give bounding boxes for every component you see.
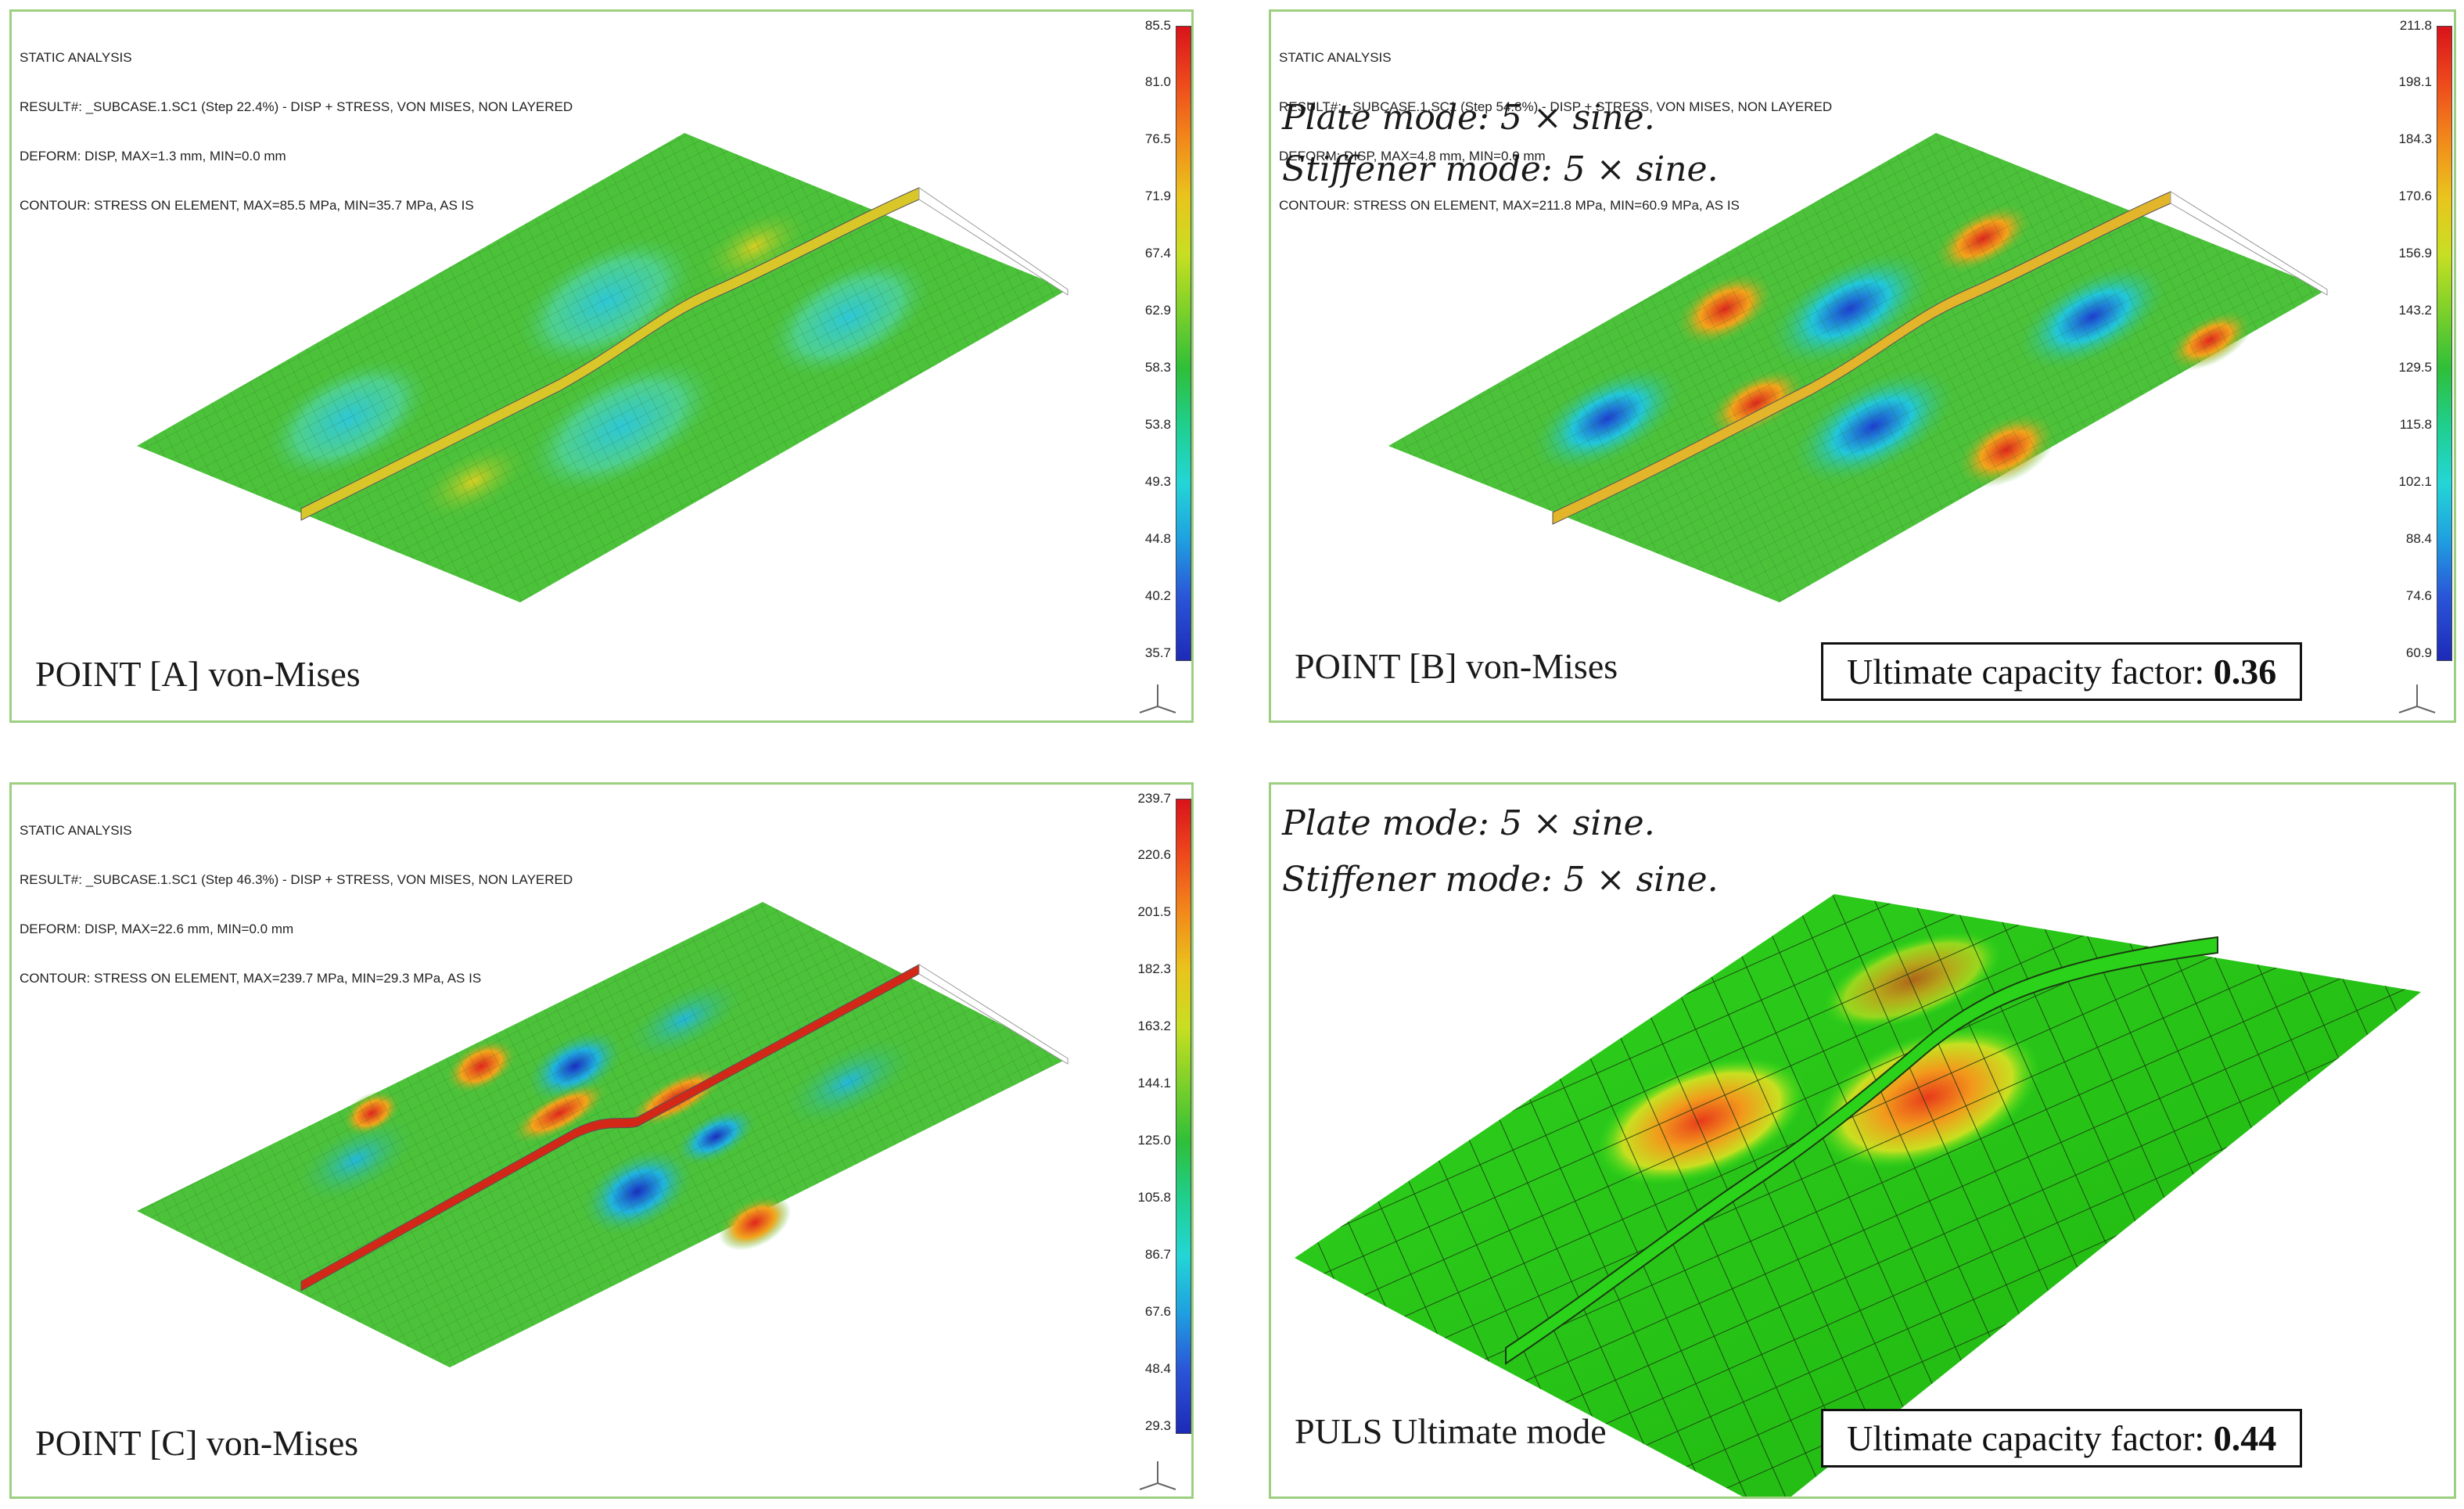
header-line: CONTOUR: STRESS ON ELEMENT, MAX=211.8 MP…: [1279, 198, 1740, 213]
capacity-factor-label: Ultimate capacity factor:: [1847, 1418, 2205, 1458]
axis-triad-icon: [1139, 684, 1176, 713]
capacity-factor-value: 0.36: [2213, 652, 2277, 692]
panel-point-c: STATIC ANALYSIS RESULT#: _SUBCASE.1.SC1 …: [9, 782, 1194, 1499]
fe-plot-b: [1388, 133, 2328, 602]
tick-label: 40.2: [1144, 588, 1171, 603]
capacity-factor-value: 0.44: [2213, 1418, 2277, 1458]
tick-label: 184.3: [2398, 131, 2432, 146]
tick-label: 182.3: [1137, 961, 1171, 976]
point-label: POINT [B] von-Mises: [1295, 646, 1618, 686]
tick-label: 220.6: [1137, 847, 1171, 862]
fe-plot-c: [137, 902, 1069, 1367]
tick-label: 86.7: [1144, 1247, 1171, 1262]
header-line: RESULT#: _SUBCASE.1.SC1 (Step 54.8%) - D…: [1279, 99, 1833, 114]
tick-label: 201.5: [1137, 904, 1171, 919]
tick-label: 105.8: [1137, 1190, 1171, 1205]
stiffener-mode-text: Stiffener mode: 5 × sine.: [1282, 149, 1719, 189]
tick-label: 239.7: [1137, 791, 1171, 806]
tick-label: 62.9: [1144, 303, 1171, 318]
tick-label: 156.9: [2398, 246, 2432, 260]
point-label: POINT [A] von-Mises: [35, 654, 361, 694]
header-line: CONTOUR: STRESS ON ELEMENT, MAX=239.7 MP…: [20, 971, 482, 986]
tick-label: 74.6: [2405, 588, 2432, 603]
tick-label: 67.4: [1144, 246, 1171, 260]
tick-label: 58.3: [1144, 360, 1171, 375]
tick-label: 60.9: [2405, 645, 2432, 660]
tick-label: 85.5: [1144, 18, 1171, 33]
tick-label: 44.8: [1144, 531, 1171, 546]
header-line: DEFORM: DISP, MAX=4.8 mm, MIN=0.0 mm: [1279, 149, 1546, 163]
tick-label: 115.8: [2399, 417, 2432, 432]
tick-label: 143.2: [2398, 303, 2432, 318]
capacity-factor-label: Ultimate capacity factor:: [1847, 652, 2205, 692]
tick-label: 198.1: [2398, 74, 2432, 89]
panel-point-b: STATIC ANALYSIS RESULT#: _SUBCASE.1.SC1 …: [1269, 9, 2456, 723]
header-line: STATIC ANALYSIS: [1279, 50, 1392, 65]
axis-triad-icon: [1139, 1461, 1176, 1490]
panel-point-a: STATIC ANALYSIS RESULT#: _SUBCASE.1.SC1 …: [9, 9, 1194, 723]
fe-plot-a: [137, 133, 1069, 602]
tick-label: 35.7: [1144, 645, 1171, 660]
plate-mode-text: Plate mode: 5 × sine.: [1282, 803, 1655, 843]
colorbar-ticks: 211.8 198.1 184.3 170.6 156.9 143.2 129.…: [2377, 18, 2432, 667]
tick-label: 71.9: [1144, 189, 1171, 203]
puls-plot: [1295, 894, 2421, 1496]
stiffener-mode-text: Stiffener mode: 5 × sine.: [1282, 860, 1719, 900]
colorbar: [2437, 26, 2452, 661]
point-label: POINT [C] von-Mises: [35, 1423, 359, 1463]
tick-label: 125.0: [1137, 1133, 1171, 1148]
analysis-header: STATIC ANALYSIS RESULT#: _SUBCASE.1.SC1 …: [20, 16, 573, 246]
header-line: DEFORM: DISP, MAX=22.6 mm, MIN=0.0 mm: [20, 922, 294, 936]
tick-label: 129.5: [2398, 360, 2432, 375]
tick-label: 163.2: [1137, 1019, 1171, 1033]
plate-mode-text: Plate mode: 5 × sine.: [1282, 98, 1655, 138]
header-line: DEFORM: DISP, MAX=1.3 mm, MIN=0.0 mm: [20, 149, 286, 163]
tick-label: 88.4: [2405, 531, 2432, 546]
header-line: STATIC ANALYSIS: [20, 823, 132, 838]
tick-label: 29.3: [1144, 1418, 1171, 1433]
tick-label: 81.0: [1144, 74, 1171, 89]
colorbar-ticks: 239.7 220.6 201.5 182.3 163.2 144.1 125.…: [1116, 791, 1171, 1440]
analysis-header: STATIC ANALYSIS RESULT#: _SUBCASE.1.SC1 …: [1279, 16, 1832, 246]
tick-label: 53.8: [1144, 417, 1171, 432]
tick-label: 170.6: [2398, 189, 2432, 203]
tick-label: 144.1: [1137, 1076, 1171, 1090]
tick-label: 49.3: [1144, 474, 1171, 489]
tick-label: 67.6: [1144, 1304, 1171, 1319]
header-line: STATIC ANALYSIS: [20, 50, 132, 65]
capacity-factor-box: Ultimate capacity factor: 0.36: [1821, 642, 2303, 701]
tick-label: 48.4: [1144, 1361, 1171, 1376]
colorbar: [1176, 799, 1191, 1434]
header-line: RESULT#: _SUBCASE.1.SC1 (Step 22.4%) - D…: [20, 99, 573, 114]
mode-label: PULS Ultimate mode: [1295, 1411, 1607, 1451]
axis-triad-icon: [2398, 684, 2436, 713]
header-line: CONTOUR: STRESS ON ELEMENT, MAX=85.5 MPa…: [20, 198, 474, 213]
tick-label: 76.5: [1144, 131, 1171, 146]
colorbar-ticks: 85.5 81.0 76.5 71.9 67.4 62.9 58.3 53.8 …: [1116, 18, 1171, 667]
tick-label: 102.1: [2398, 474, 2432, 489]
header-line: RESULT#: _SUBCASE.1.SC1 (Step 46.3%) - D…: [20, 872, 573, 887]
capacity-factor-box: Ultimate capacity factor: 0.44: [1821, 1409, 2303, 1468]
analysis-header: STATIC ANALYSIS RESULT#: _SUBCASE.1.SC1 …: [20, 789, 573, 1019]
colorbar: [1176, 26, 1191, 661]
tick-label: 211.8: [2399, 18, 2432, 33]
panel-puls: Plate mode: 5 × sine. Stiffener mode: 5 …: [1269, 782, 2456, 1499]
